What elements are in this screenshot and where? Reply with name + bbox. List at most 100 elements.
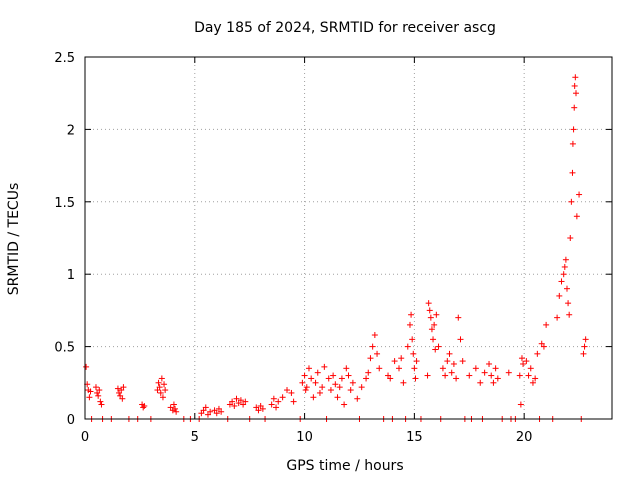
data-point [233, 395, 240, 402]
data-point [332, 381, 339, 388]
data-point [369, 343, 376, 350]
data-point [446, 350, 453, 357]
data-point [338, 375, 345, 382]
data-point [568, 198, 575, 205]
data-point [330, 372, 337, 379]
data-point [558, 278, 565, 285]
data-point [242, 398, 249, 405]
data-point [237, 397, 244, 404]
data-point [566, 311, 573, 318]
x-tick-label: 20 [516, 430, 533, 445]
data-point [450, 360, 457, 367]
data-point [161, 381, 168, 388]
data-point [572, 74, 579, 81]
data-point [481, 369, 488, 376]
y-tick-label: 2.5 [54, 51, 75, 66]
data-point [406, 321, 413, 328]
data-point [534, 350, 541, 357]
data-point [345, 372, 352, 379]
data-points [83, 74, 589, 422]
data-point [400, 379, 407, 386]
data-point [341, 401, 348, 408]
data-point [561, 263, 568, 270]
data-point [268, 401, 275, 408]
data-point [97, 398, 104, 405]
axis-ticks: 0 5 10 15 20 0 0.5 1 1.5 2 2.5 [54, 51, 612, 445]
data-point [477, 379, 484, 386]
data-point [409, 336, 416, 343]
data-point [567, 235, 574, 241]
data-point [554, 314, 561, 321]
data-point [284, 387, 291, 394]
data-point [308, 375, 315, 382]
data-point [453, 375, 460, 382]
data-point [314, 369, 321, 376]
data-point [367, 355, 374, 362]
data-point [255, 407, 262, 414]
data-point [427, 314, 434, 321]
data-point [376, 365, 383, 372]
data-point [459, 358, 466, 365]
data-point [259, 405, 266, 412]
data-point [202, 404, 209, 411]
data-point [114, 385, 121, 392]
data-point [569, 169, 576, 176]
data-point [119, 395, 126, 402]
data-point [582, 336, 589, 343]
data-point [275, 398, 282, 405]
data-point [95, 392, 102, 399]
data-point [288, 389, 295, 396]
data-point [172, 405, 179, 412]
grid-layer [85, 57, 612, 419]
data-point [310, 394, 317, 401]
data-point [157, 389, 164, 396]
data-point [543, 321, 550, 328]
data-point [442, 372, 449, 379]
data-point [529, 379, 536, 386]
data-point [270, 395, 277, 402]
data-point [325, 375, 332, 382]
data-point [580, 350, 587, 357]
data-point [560, 271, 567, 278]
data-point [570, 126, 577, 133]
data-point [98, 401, 105, 408]
data-point [279, 394, 286, 401]
data-point [494, 375, 501, 382]
data-point [408, 311, 415, 318]
data-point [218, 408, 225, 415]
data-point [412, 375, 419, 382]
data-point [410, 350, 417, 357]
data-point [527, 365, 534, 372]
data-point [556, 292, 563, 299]
data-point [207, 408, 214, 415]
data-point [571, 104, 578, 111]
data-point [428, 326, 435, 333]
data-point [576, 191, 583, 198]
data-point [347, 387, 354, 394]
data-point [571, 82, 578, 89]
data-point [525, 372, 532, 379]
data-point [432, 346, 439, 353]
y-axis-label: SRMTID / TECUs [6, 183, 22, 296]
data-point [455, 314, 462, 321]
data-point [120, 384, 127, 391]
data-point [312, 379, 319, 386]
x-axis-label: GPS time / hours [286, 458, 403, 474]
data-point [305, 365, 312, 372]
data-point [141, 402, 148, 409]
data-point [336, 384, 343, 391]
data-point [170, 401, 177, 408]
data-point [155, 379, 162, 386]
data-point [540, 343, 547, 350]
data-point [358, 384, 365, 391]
data-point [343, 365, 350, 372]
data-point [398, 355, 405, 362]
data-point [159, 394, 166, 401]
data-point [396, 365, 403, 372]
data-point [563, 285, 570, 292]
y-tick-label: 0.5 [54, 341, 75, 356]
data-point [299, 379, 306, 386]
data-point [140, 404, 147, 411]
data-point [156, 384, 163, 391]
data-point [374, 350, 381, 357]
